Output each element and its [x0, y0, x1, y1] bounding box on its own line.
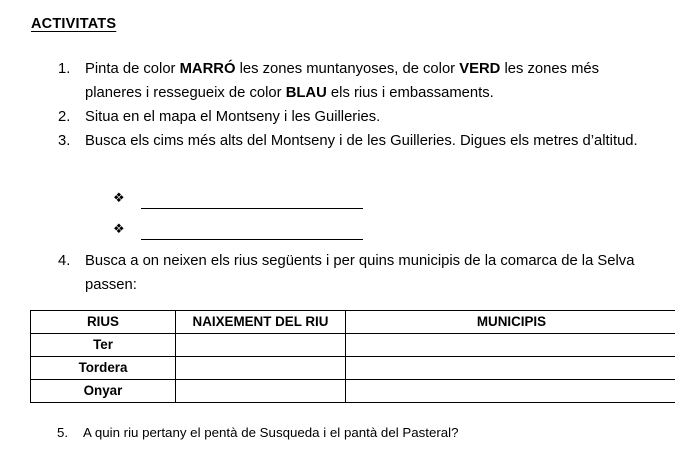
list-item-number: 5.: [57, 425, 69, 440]
table-header-row: RIUS NAIXEMENT DEL RIU MUNICIPIS: [30, 310, 675, 334]
rivers-table-wrapper: RIUS NAIXEMENT DEL RIU MUNICIPIS Ter Tor…: [30, 310, 675, 403]
list-item: 2. Situa en el mapa el Montseny i les Gu…: [58, 105, 658, 129]
table-header-municipis: MUNICIPIS: [345, 310, 675, 334]
list-item-text: A quin riu pertany el pentà de Susqueda …: [83, 425, 459, 440]
table-header-naixement: NAIXEMENT DEL RIU: [175, 310, 346, 334]
activity-1-segment-plain-a: Pinta de color: [85, 61, 180, 77]
table-cell-river-name: Ter: [30, 333, 176, 357]
activity-1-keyword-marro: MARRÓ: [179, 61, 236, 77]
activity-1-keyword-verd: VERD: [459, 61, 501, 77]
table-cell-river-name: Tordera: [30, 356, 176, 380]
answer-blank-line[interactable]: [141, 239, 363, 240]
activity-1-segment-plain-b: les zones muntanyoses, de color: [235, 61, 460, 77]
table-row: Onyar: [30, 379, 675, 403]
table-cell-naixement[interactable]: [175, 379, 346, 403]
rivers-table: RIUS NAIXEMENT DEL RIU MUNICIPIS Ter Tor…: [30, 310, 675, 403]
activity-1-segment-plain-c: les zones més planeres i ressegueix de c…: [85, 61, 600, 101]
list-item: 1. Pinta de color MARRÓ les zones muntan…: [58, 57, 658, 105]
list-item: 4. Busca a on neixen els rius següents i…: [58, 249, 658, 297]
activity-1-keyword-blau: BLAU: [285, 85, 327, 101]
table-cell-municipis[interactable]: [345, 379, 675, 403]
list-item-number: 2.: [58, 109, 71, 125]
list-item-number: 4.: [58, 253, 71, 269]
diamond-bullet-icon: ❖: [113, 190, 125, 205]
table-cell-naixement[interactable]: [175, 356, 346, 380]
page-title: ACTIVITATS: [31, 16, 117, 32]
answer-bullets-list: ❖ ❖: [113, 182, 413, 244]
table-row: Tordera: [30, 356, 675, 380]
list-item-text: Situa en el mapa el Montseny i les Guill…: [85, 109, 381, 125]
activity-1-segment-plain-d: els rius i embassaments.: [326, 85, 494, 101]
activity-4-block: 4. Busca a on neixen els rius següents i…: [58, 249, 658, 297]
table-row: Ter: [30, 333, 675, 357]
table-cell-naixement[interactable]: [175, 333, 346, 357]
answer-bullet-row: ❖: [113, 213, 413, 244]
activity-5-block: 5. A quin riu pertany el pentà de Susque…: [57, 423, 657, 442]
table-header-rius: RIUS: [30, 310, 176, 334]
table-cell-river-name: Onyar: [30, 379, 176, 403]
list-item-text: Busca els cims més alts del Montseny i d…: [85, 133, 638, 149]
table-cell-municipis[interactable]: [345, 333, 675, 357]
list-item-text: Busca a on neixen els rius següents i pe…: [85, 253, 635, 293]
list-item-number: 3.: [58, 133, 71, 149]
table-cell-municipis[interactable]: [345, 356, 675, 380]
list-item: 3. Busca els cims més alts del Montseny …: [58, 129, 658, 153]
answer-bullet-row: ❖: [113, 182, 413, 213]
diamond-bullet-icon: ❖: [113, 221, 125, 236]
activities-list: 1. Pinta de color MARRÓ les zones muntan…: [58, 57, 658, 153]
list-item-number: 1.: [58, 61, 71, 77]
answer-blank-line[interactable]: [141, 208, 363, 209]
list-item-text: Pinta de color MARRÓ les zones muntanyos…: [85, 57, 658, 105]
